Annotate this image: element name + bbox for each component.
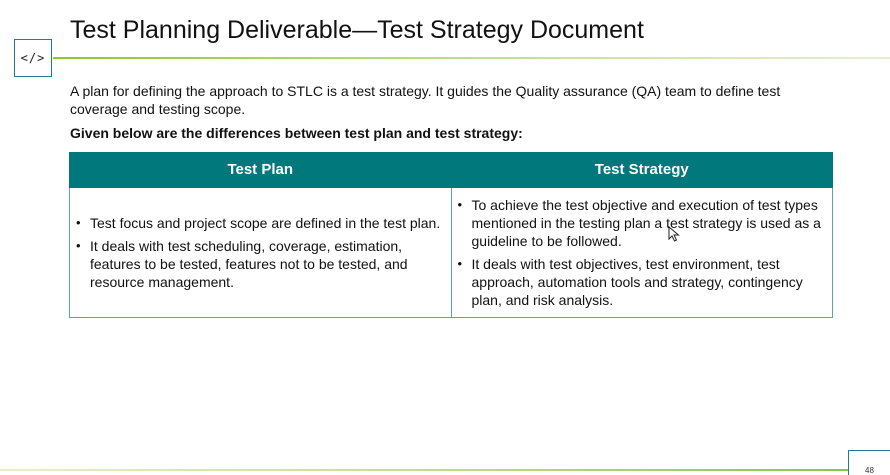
intro-paragraph: A plan for defining the approach to STLC… <box>70 83 781 117</box>
test-plan-list: Test focus and project scope are defined… <box>76 214 441 291</box>
mouse-cursor-icon <box>668 226 680 242</box>
list-item: It deals with test objectives, test envi… <box>458 255 823 309</box>
table-row: Test focus and project scope are defined… <box>69 187 833 318</box>
test-strategy-list: To achieve the test objective and execut… <box>458 196 823 309</box>
list-item: To achieve the test objective and execut… <box>458 196 823 250</box>
code-icon: </> <box>14 39 52 77</box>
column-header-test-plan: Test Plan <box>69 152 452 188</box>
title-divider <box>53 57 890 59</box>
comparison-table: Test Plan Test Strategy Test focus and p… <box>69 152 833 318</box>
comparison-subheading: Given below are the differences between … <box>70 125 523 141</box>
slide-title: Test Planning Deliverable—Test Strategy … <box>70 16 644 44</box>
table-header-row: Test Plan Test Strategy <box>69 152 833 188</box>
footer-divider <box>0 469 848 471</box>
test-strategy-cell: To achieve the test objective and execut… <box>450 187 833 318</box>
list-item: Test focus and project scope are defined… <box>76 214 441 232</box>
page-number: 48 <box>848 450 890 475</box>
column-header-test-strategy: Test Strategy <box>450 152 833 188</box>
test-plan-cell: Test focus and project scope are defined… <box>69 187 452 318</box>
list-item: It deals with test scheduling, coverage,… <box>76 237 441 291</box>
